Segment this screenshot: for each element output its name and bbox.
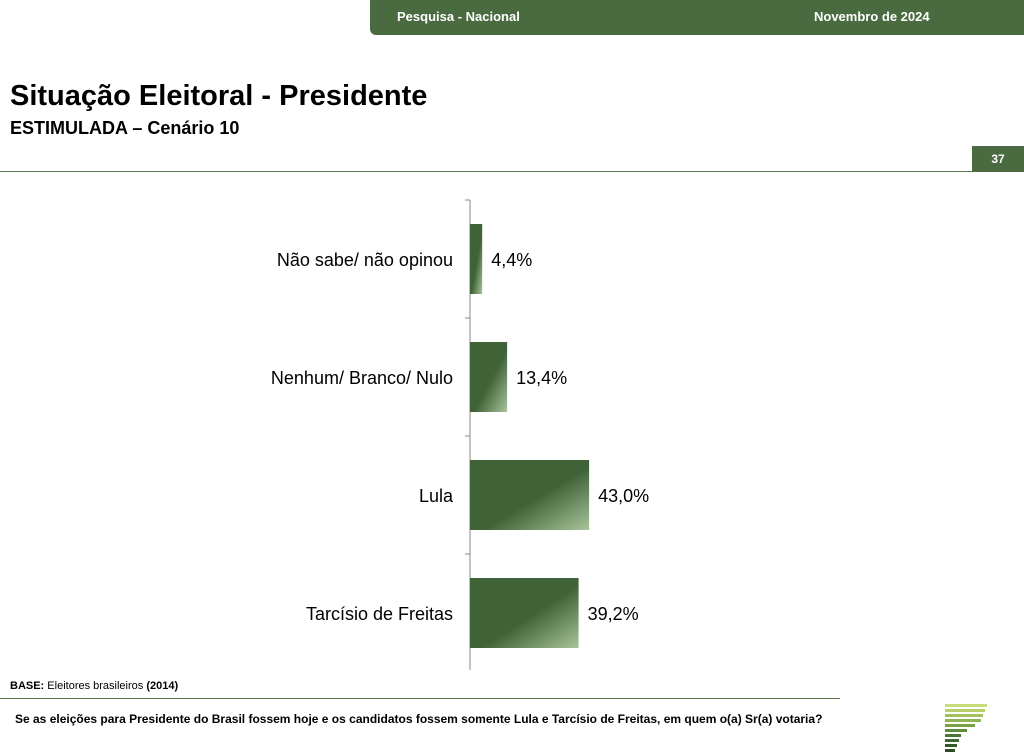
header-bar: Pesquisa - Nacional Novembro de 2024 <box>370 0 1024 35</box>
stacked-green-bars-logo <box>945 704 987 752</box>
page-title: Situação Eleitoral - Presidente <box>10 80 428 112</box>
bar-chart: Não sabe/ não opinou 4,4% Nenhum/ Branco/ … <box>271 199 649 670</box>
data-label: 43,0% <box>598 486 649 506</box>
survey-question: Se as eleições para Presidente do Brasil… <box>15 712 823 726</box>
bar <box>470 342 508 412</box>
survey-date: Novembro de 2024 <box>814 9 930 24</box>
survey-label: Pesquisa - Nacional <box>397 9 520 24</box>
bar <box>470 460 590 530</box>
base-note: BASE: Eleitores brasileiros (2014) <box>10 680 178 692</box>
data-label: 39,2% <box>588 604 639 624</box>
data-label: 13,4% <box>516 368 567 388</box>
category-label: Lula <box>419 486 454 506</box>
page-subtitle: ESTIMULADA – Cenário 10 <box>10 118 240 138</box>
footer-divider <box>0 698 840 699</box>
bar <box>470 578 579 648</box>
page-number-badge: 37 <box>972 146 1024 172</box>
bar <box>470 224 483 294</box>
base-label: BASE: <box>10 680 45 692</box>
header-divider <box>0 171 972 172</box>
category-label: Nenhum/ Branco/ Nulo <box>271 368 453 388</box>
category-label: Não sabe/ não opinou <box>277 250 453 270</box>
base-text: Eleitores brasileiros <box>47 680 144 692</box>
data-label: 4,4% <box>491 250 532 270</box>
base-count: (2014) <box>146 680 179 692</box>
category-label: Tarcísio de Freitas <box>306 604 453 624</box>
